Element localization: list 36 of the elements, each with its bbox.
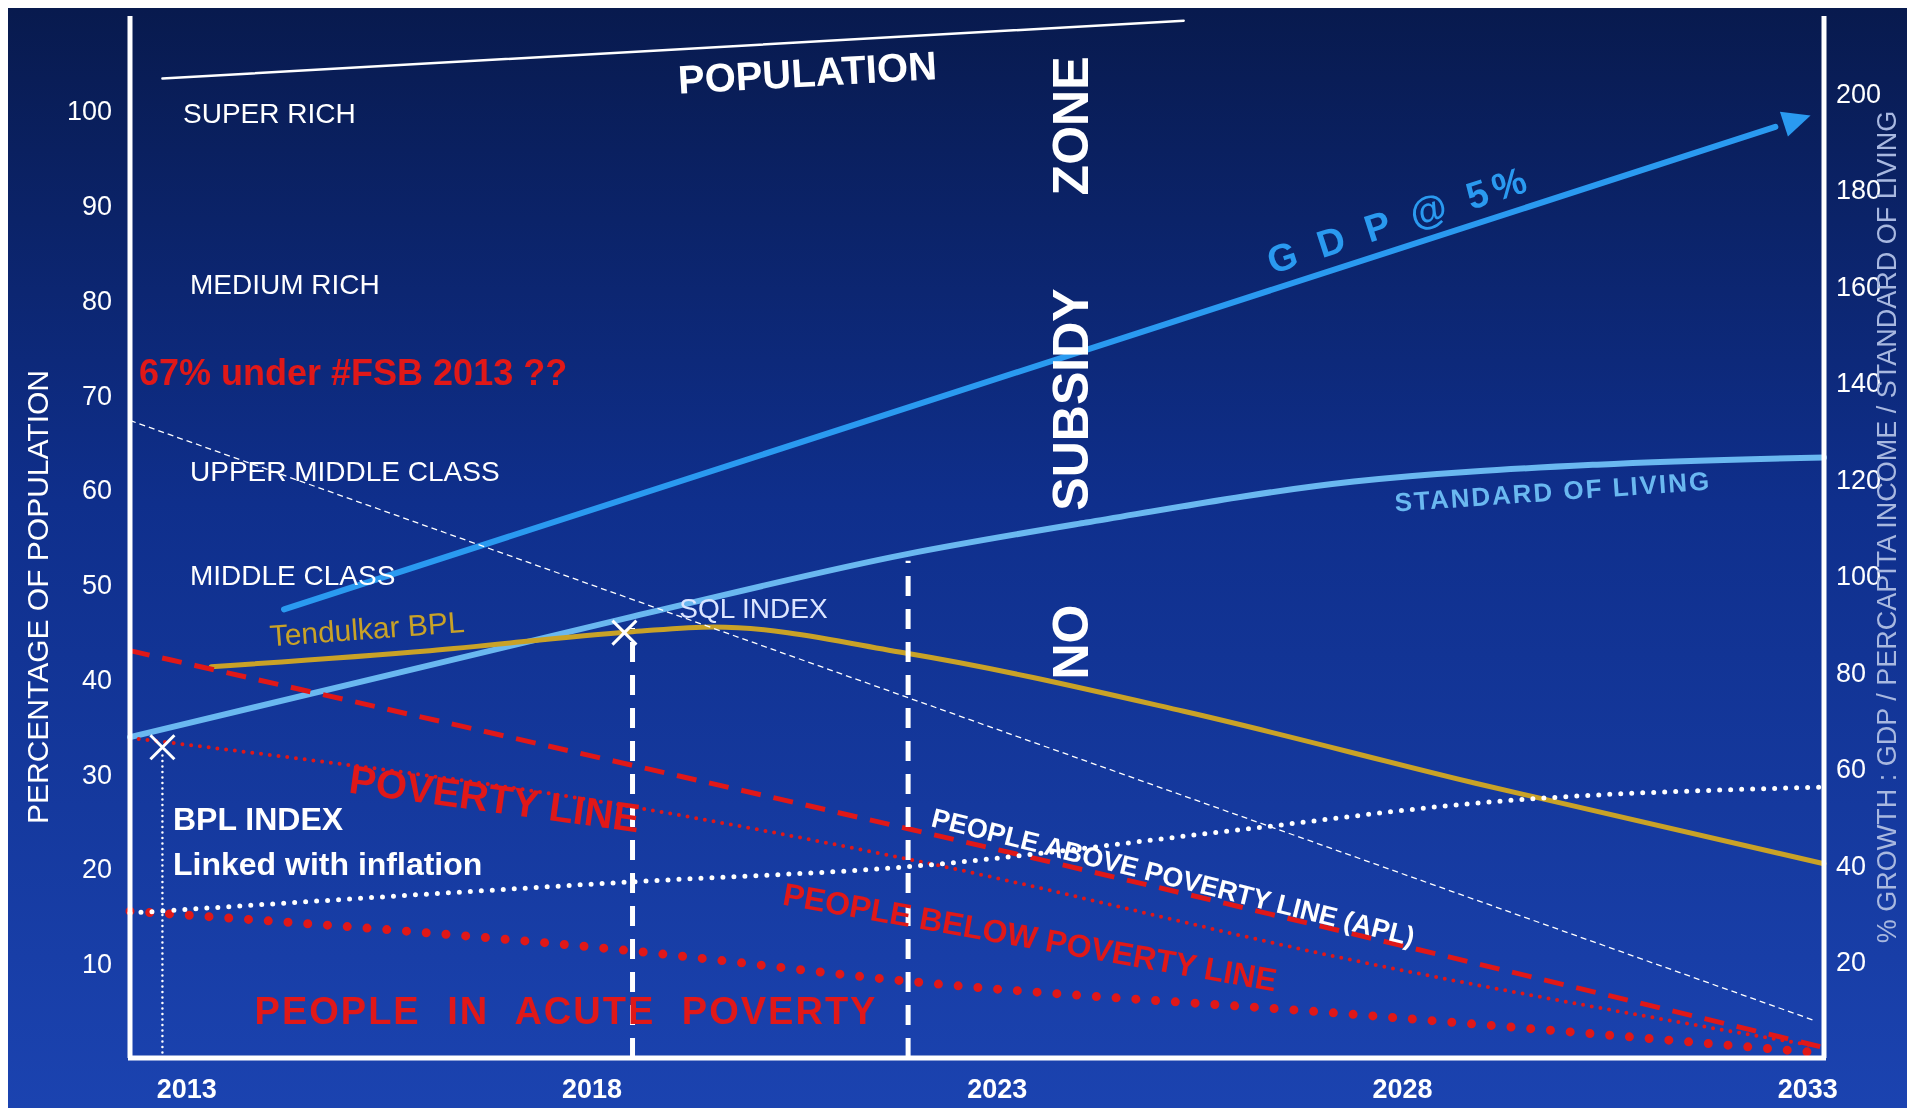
x-tick-label: 2018 <box>561 1074 623 1104</box>
annotation: MEDIUM RICH <box>190 269 380 300</box>
y-tick-label: 10 <box>81 948 112 979</box>
series-label: SQL INDEX <box>679 592 828 624</box>
annotation: MIDDLE CLASS <box>190 560 396 591</box>
y-tick-label: 30 <box>81 759 112 790</box>
annotation: NO SUBSIDY ZONE <box>1043 56 1099 680</box>
y-tick-label: 80 <box>81 285 112 316</box>
series-label: STANDARD OF LIVING <box>1393 465 1713 518</box>
x-tick-label: 2028 <box>1372 1074 1433 1104</box>
text: POVERTY LINE <box>346 756 643 841</box>
annotation: SUPER RICH <box>183 98 356 129</box>
y-tick-label: 50 <box>81 570 112 601</box>
y-tick-label: 100 <box>66 96 112 127</box>
y-tick-label: 20 <box>81 854 112 885</box>
annotation: PEOPLE IN ACUTE POVERTY <box>254 990 878 1032</box>
x-tick-label: 2023 <box>967 1074 1028 1104</box>
annotation: 67% under #FSB 2013 ?? <box>139 352 568 393</box>
text: G D P @ 5% <box>1261 156 1538 282</box>
annotation: UPPER MIDDLE CLASS <box>190 456 500 487</box>
y2-tick-label: 80 <box>1836 657 1867 688</box>
y-tick-label: 90 <box>81 191 112 222</box>
y2-tick-label: 40 <box>1836 850 1867 881</box>
y2-tick-label: 200 <box>1836 78 1882 109</box>
y2-tick-label: 20 <box>1836 947 1867 978</box>
series-label: POPULATION <box>676 43 939 102</box>
y-axis-title: PERCENTAGE OF POPULATION <box>21 370 54 824</box>
y-tick-label: 60 <box>81 475 112 506</box>
annotation: Linked with inflation <box>173 846 483 882</box>
y-tick-label: 40 <box>81 664 112 695</box>
x-tick-label: 2033 <box>1777 1074 1838 1104</box>
y-tick-label: 70 <box>81 380 112 411</box>
y2-tick-label: 60 <box>1836 754 1867 785</box>
annotation: BPL INDEX <box>173 801 344 837</box>
series-label: Tendulkar BPL <box>268 605 466 653</box>
x-tick-label: 2013 <box>156 1074 217 1104</box>
